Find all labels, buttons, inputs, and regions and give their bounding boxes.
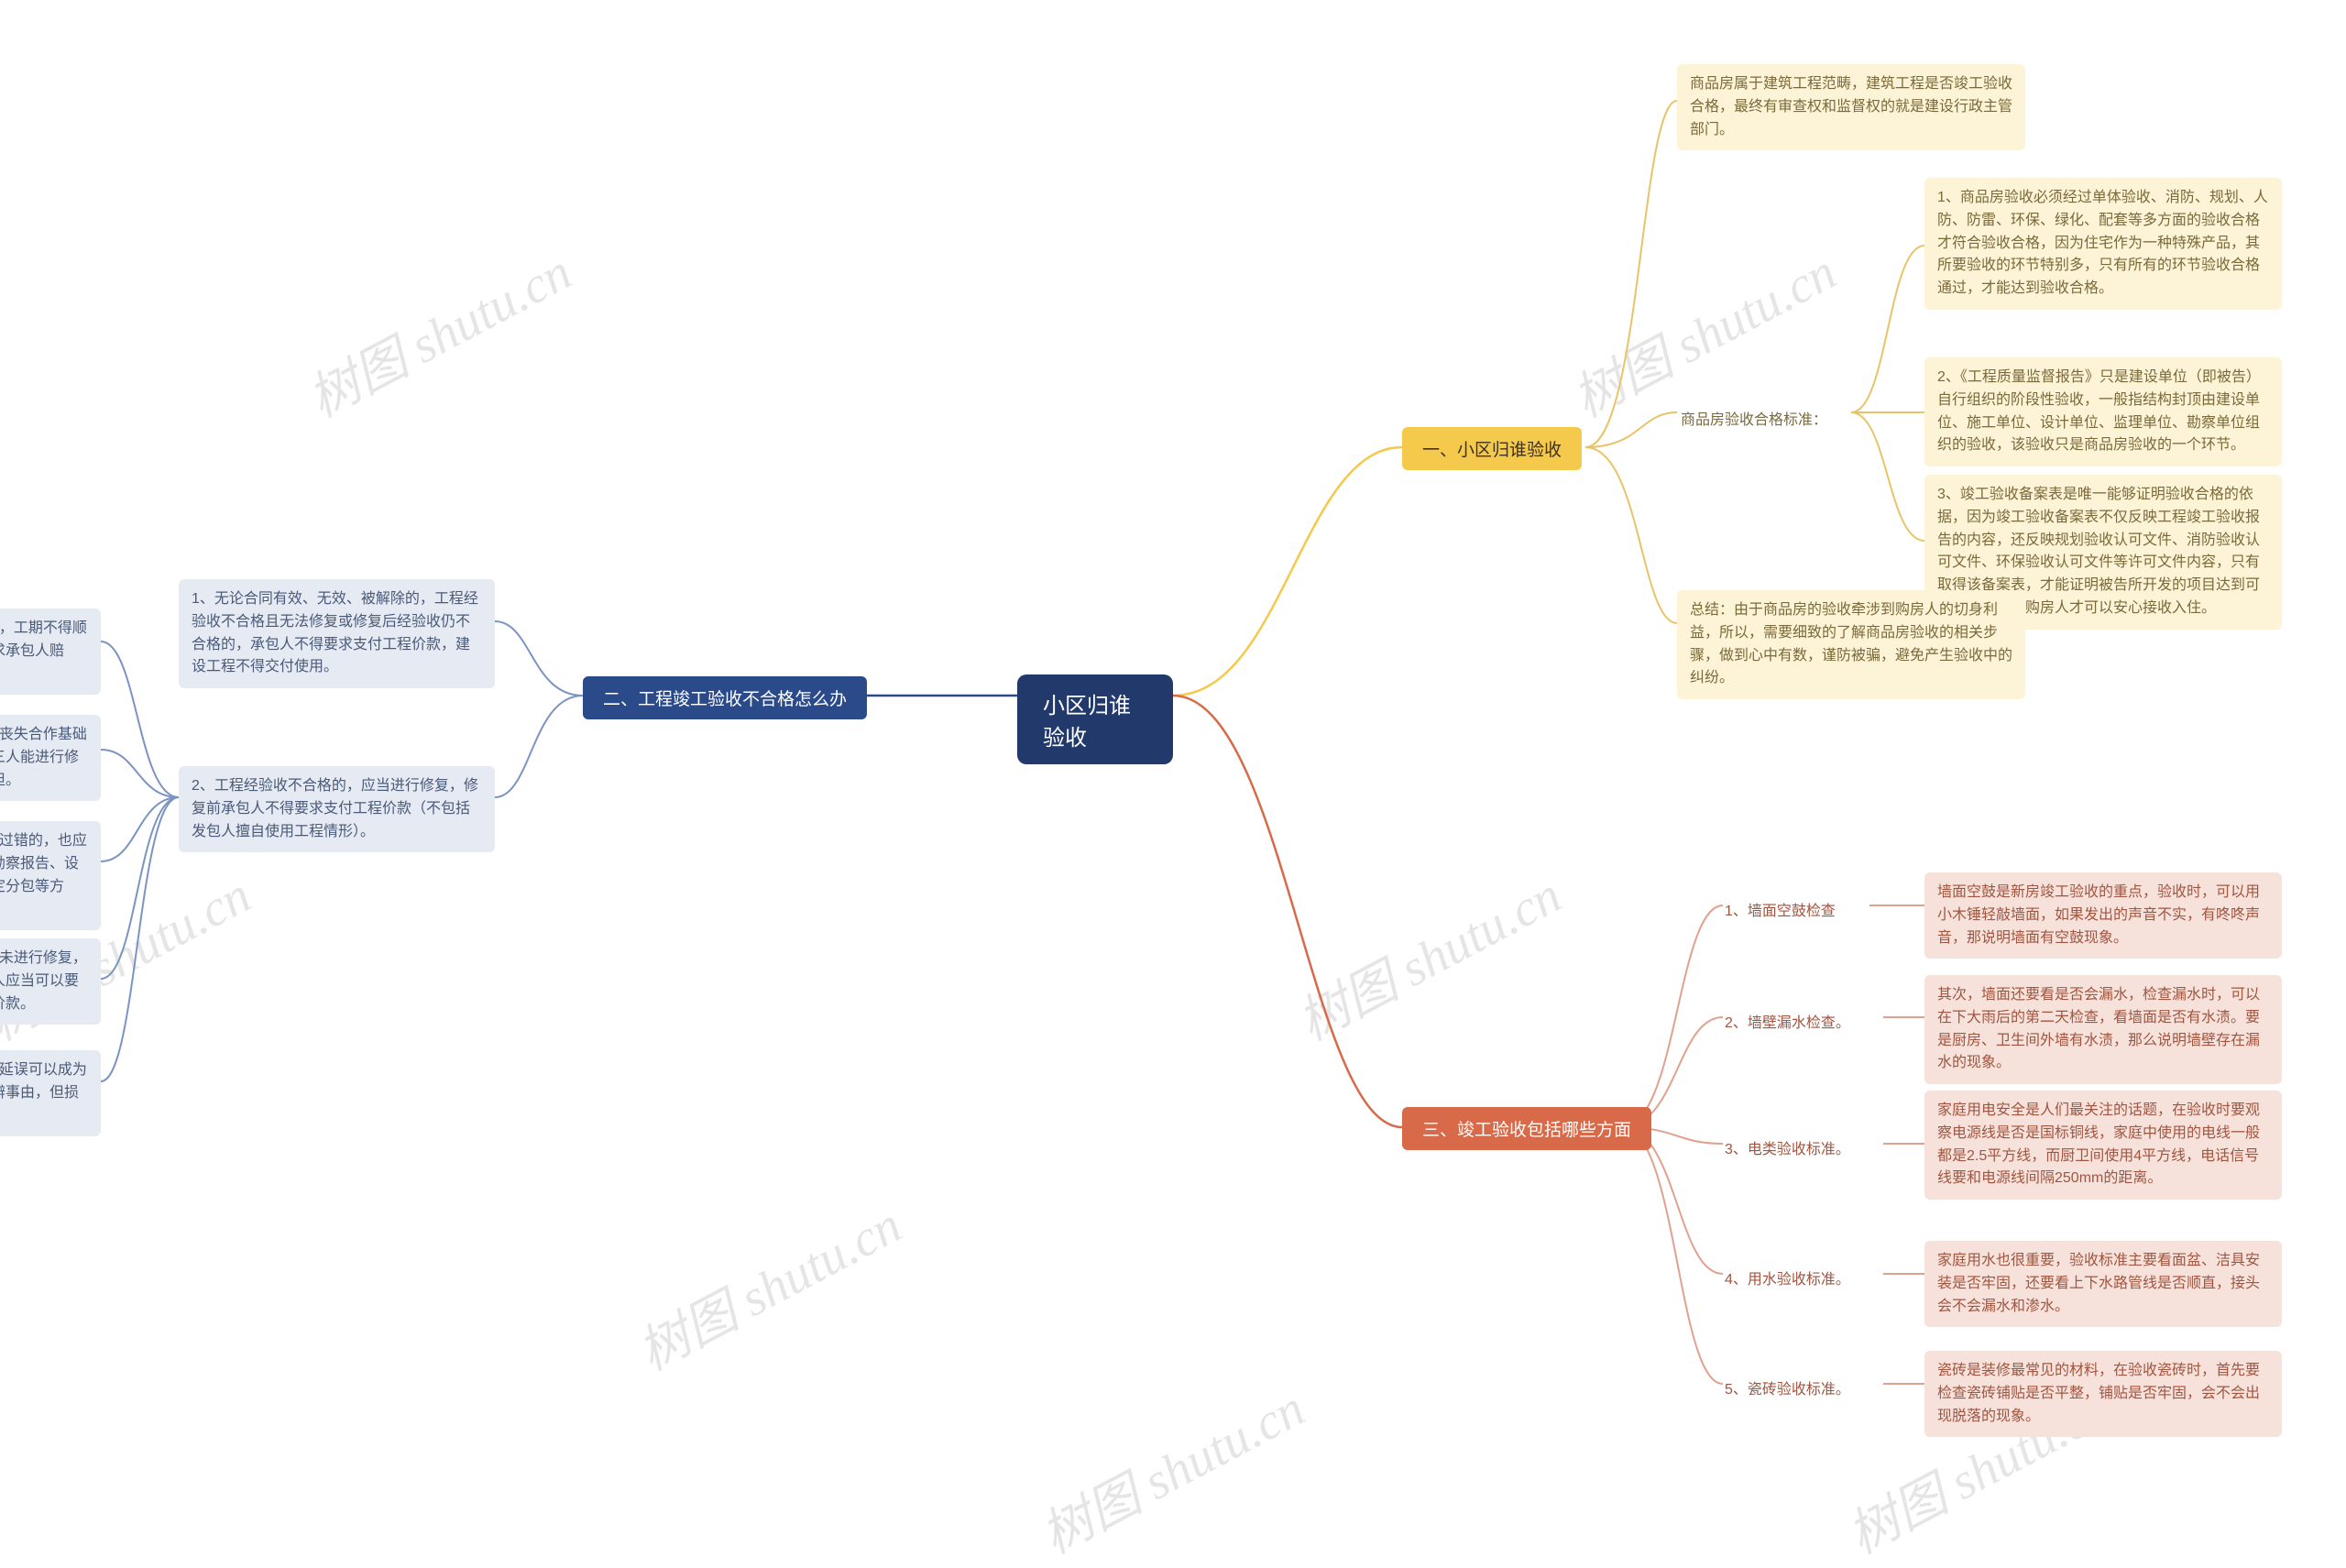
watermark: 树图 shutu.cn [293,231,582,432]
watermark: 树图 shutu.cn [1283,854,1572,1055]
branch2-s4: （4）工程经验收不合格且承包人未进行修复，但发包人自行使用工程的，承包人应当可以… [0,938,101,1025]
branch2-title[interactable]: 二、工程竣工验收不合格怎么办 [583,676,867,719]
branch2-s2: （2）承包人拒绝修复或双方基于丧失合作基础的，发包人与承包人均同意由第三人能进行… [0,715,101,801]
branch1-sub-title: 商品房验收合格标准： [1677,401,1831,434]
branch1-sub-c1: 1、商品房验收必须经过单体验收、消防、规划、人防、防雷、环保、绿化、配套等多方面… [1924,178,2282,310]
branch3-n3: 3、电类验收标准。 [1723,1133,1852,1162]
watermark: 树图 shutu.cn [623,1184,912,1385]
branch3-t2: 其次，墙面还要看是否会漏水，检查漏水时，可以在下大雨后的第二天检查，看墙面是否有… [1924,975,2282,1084]
branch2-s5: （5）工程质量及修复费用、工期延误可以成为对承包人支付工程价款要求的抗辩事由，但… [0,1050,101,1136]
branch3-t1: 墙面空鼓是新房竣工验收的重点，验收时，可以用小木锤轻敲墙面，如果发出的声音不实，… [1924,872,2282,959]
watermark: 树图 shutu.cn [1026,1367,1315,1568]
branch1-summary: 总结：由于商品房的验收牵涉到购房人的切身利益，所以，需要细致的了解商品房验收的相… [1677,590,2025,699]
branch2-c1: 1、无论合同有效、无效、被解除的，工程经验收不合格且无法修复或修复后经验收仍不合… [179,579,495,688]
branch2-s3: （3）发包人对工程验收不合格有过错的，也应承担相应的民事责任。如提交的勘察报告、… [0,821,101,930]
branch3-t3: 家庭用电安全是人们最关注的话题，在验收时要观察电源线是否是国标铜线，家庭中使用的… [1924,1091,2282,1200]
branch3-title[interactable]: 三、竣工验收包括哪些方面 [1402,1107,1651,1150]
branch3-n5: 5、瓷砖验收标准。 [1723,1373,1852,1402]
branch3-t5: 瓷砖是装修最常见的材料，在验收瓷砖时，首先要检查瓷砖铺贴是否平整，铺贴是否牢固，… [1924,1351,2282,1437]
branch1-sub-c2: 2、《工程质量监督报告》只是建设单位（即被告）自行组织的阶段性验收，一般指结构封… [1924,357,2282,466]
branch3-t4: 家庭用水也很重要，验收标准主要看面盆、洁具安装是否牢固，还要看上下水路管线是否顺… [1924,1241,2282,1327]
branch1-title[interactable]: 一、小区归谁验收 [1402,427,1582,470]
root-node[interactable]: 小区归谁验收 [1017,674,1173,764]
branch3-n4: 4、用水验收标准。 [1723,1263,1852,1292]
branch2-c2: 2、工程经验收不合格的，应当进行修复，修复前承包人不得要求支付工程价款（不包括发… [179,766,495,852]
branch3-n1: 1、墙面空鼓检查 [1723,894,1837,924]
branch1-c1: 商品房属于建筑工程范畴，建筑工程是否竣工验收合格，最终有审查权和监督权的就是建设… [1677,64,2025,150]
branch3-n2: 2、墙壁漏水检查。 [1723,1006,1852,1036]
branch2-s1: （1）修复义务应当由承包人履行，工期不得顺延，发包人因此产生的损失可要求承包人赔… [0,609,101,695]
